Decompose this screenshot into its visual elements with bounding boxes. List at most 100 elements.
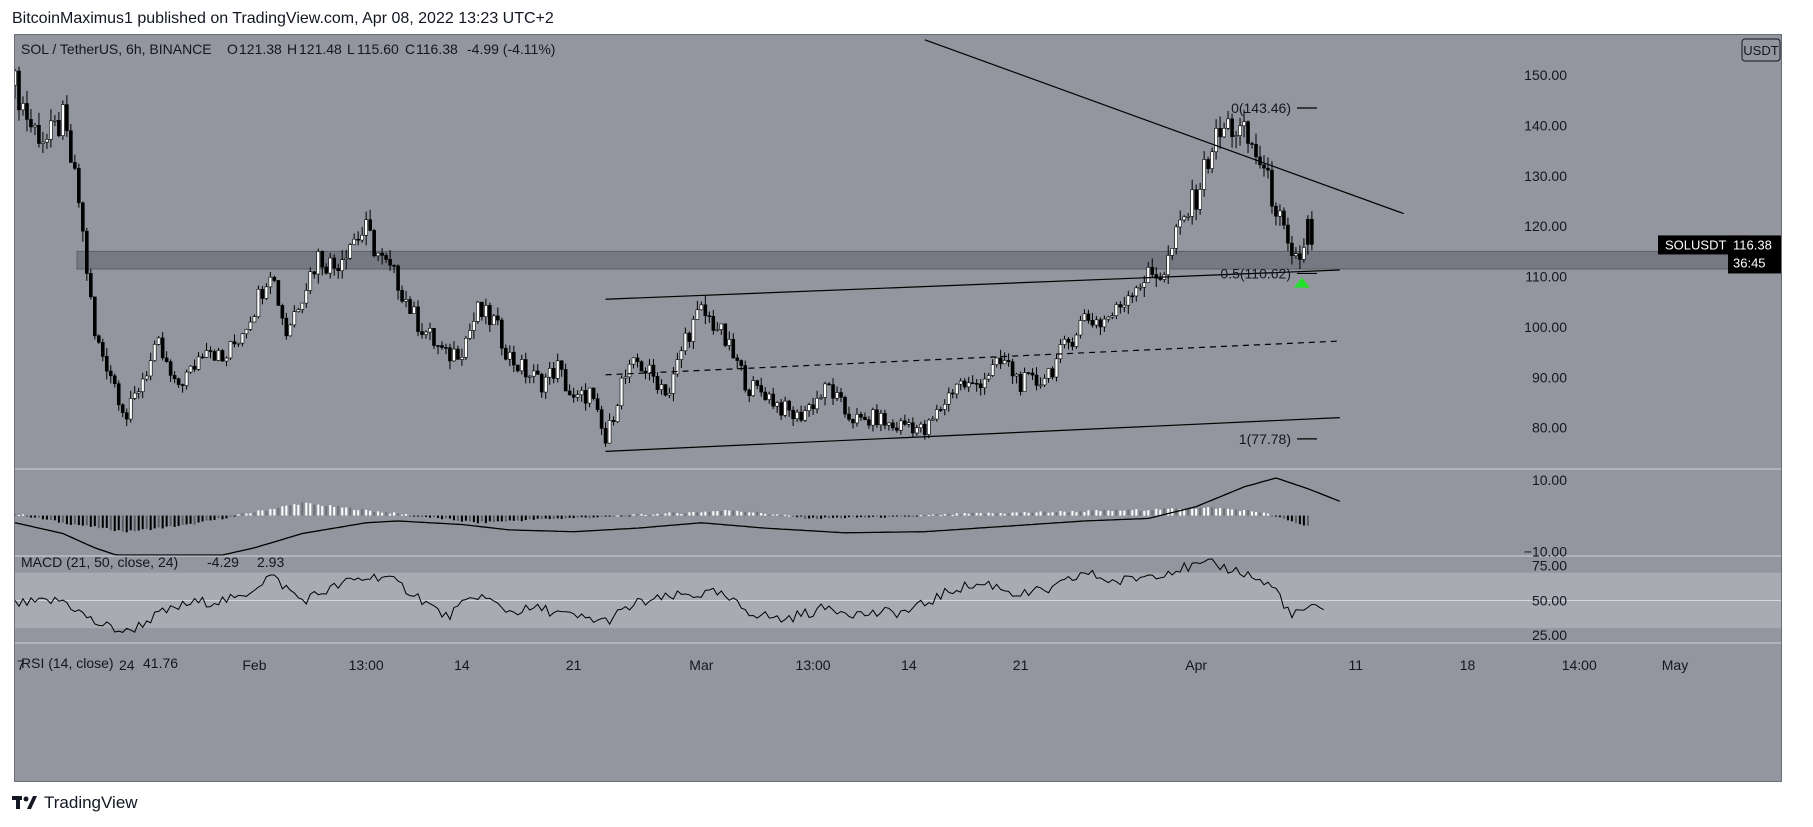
candle-body xyxy=(691,319,696,342)
candle-body xyxy=(867,419,871,426)
macd-histogram-bar xyxy=(1302,515,1305,526)
candle xyxy=(33,122,37,136)
macd-histogram-bar xyxy=(305,502,308,516)
macd-histogram-bar xyxy=(875,515,878,517)
candle-body xyxy=(986,375,991,380)
macd-histogram-bar xyxy=(784,514,787,516)
macd-histogram-bar xyxy=(883,515,886,518)
macd-histogram-bar xyxy=(17,515,20,517)
publisher-line: BitcoinMaximus1 published on TradingView… xyxy=(12,10,554,27)
candle-body xyxy=(308,271,313,291)
macd-histogram-bar xyxy=(959,514,962,516)
candle-body xyxy=(575,394,580,398)
macd-histogram-bar xyxy=(891,515,894,517)
macd-histogram-bar xyxy=(512,515,515,521)
candle xyxy=(81,201,85,242)
candle xyxy=(527,374,532,384)
candle xyxy=(583,383,588,411)
rsi-pane[interactable] xyxy=(15,558,1781,633)
price-label-price: 116.38 xyxy=(1733,237,1772,252)
candle xyxy=(799,405,803,423)
candle xyxy=(563,363,568,392)
macd-histogram-bar xyxy=(480,515,483,522)
candle xyxy=(1226,110,1230,131)
candle-body xyxy=(1090,320,1095,326)
candle xyxy=(815,390,819,414)
candle-body xyxy=(460,356,464,360)
macd-histogram-bar xyxy=(724,509,727,516)
candle-body xyxy=(707,315,712,317)
candle xyxy=(100,338,105,362)
macd-histogram-bar xyxy=(1266,513,1269,516)
macd-histogram-bar xyxy=(987,512,990,516)
candle xyxy=(895,421,899,433)
macd-histogram-bar xyxy=(836,515,839,518)
candle-body xyxy=(1186,216,1190,218)
price-axis-tick: 110.00 xyxy=(1525,269,1567,285)
candle-body xyxy=(1198,189,1202,210)
macd-histogram-bar xyxy=(245,513,248,516)
macd-histogram-bar xyxy=(1274,515,1277,517)
candle-body xyxy=(1138,286,1143,289)
macd-histogram-bar xyxy=(716,511,719,516)
macd-histogram-bar xyxy=(1075,512,1078,516)
candle xyxy=(1070,337,1075,351)
candle-body xyxy=(755,380,760,386)
candle xyxy=(476,301,480,324)
macd-histogram-bar xyxy=(1259,512,1261,516)
candle-body xyxy=(743,365,748,391)
macd-histogram-bar xyxy=(1255,511,1258,516)
chart-canvas[interactable]: 0(143.46) 0.5(110.62) 1(77.78) 150.00 140.0… xyxy=(15,35,1781,781)
candle-body xyxy=(324,266,329,274)
footer-brand[interactable]: TradingView xyxy=(12,793,138,813)
candle-body xyxy=(120,404,125,414)
price-pane[interactable]: 0(143.46) 0.5(110.62) 1(77.78) xyxy=(15,39,1781,452)
candle xyxy=(863,412,867,421)
candle xyxy=(340,250,345,279)
candle xyxy=(891,419,895,431)
candle xyxy=(1214,119,1218,160)
chart-frame[interactable]: 0(143.46) 0.5(110.62) 1(77.78) 150.00 140.0… xyxy=(14,34,1782,782)
candle-body xyxy=(515,364,520,372)
macd-histogram-bar xyxy=(89,515,92,527)
horizontal-support-zone xyxy=(76,250,1781,270)
candle xyxy=(647,359,652,381)
candle-body xyxy=(587,387,592,404)
candle xyxy=(272,275,277,283)
candle xyxy=(1050,366,1055,380)
candle xyxy=(958,378,963,391)
candle xyxy=(188,365,193,374)
macd-histogram-bar xyxy=(592,515,595,518)
candle-body xyxy=(531,370,536,377)
macd-histogram-bar xyxy=(377,511,380,516)
candle xyxy=(1250,141,1254,149)
candle-body xyxy=(1098,319,1103,328)
candle-body xyxy=(448,347,452,362)
candle-body xyxy=(17,70,21,111)
macd-histogram-bar xyxy=(1023,512,1026,516)
candle-body xyxy=(863,416,867,421)
macd-histogram-bar xyxy=(720,510,723,516)
candle-body xyxy=(348,244,352,259)
candle xyxy=(1234,130,1238,149)
macd-histogram-bar xyxy=(951,514,954,516)
macd-histogram-bar xyxy=(285,505,288,516)
candle-body xyxy=(1274,205,1278,217)
macd-histogram-bar xyxy=(109,515,112,531)
candle-body xyxy=(196,356,201,370)
candle xyxy=(380,248,384,265)
candle-body xyxy=(1074,334,1079,347)
macd-histogram-bar xyxy=(840,515,843,519)
candle xyxy=(1274,202,1278,226)
candle-body xyxy=(368,219,372,231)
candle xyxy=(1150,258,1155,278)
candle-body xyxy=(615,405,620,422)
candle xyxy=(543,373,548,399)
macd-histogram-bar xyxy=(217,515,220,519)
currency-badge[interactable]: USDT xyxy=(1741,38,1781,62)
macd-histogram-bar xyxy=(353,509,356,516)
candle xyxy=(1074,332,1079,349)
macd-pane[interactable] xyxy=(15,477,1341,556)
macd-histogram-bar xyxy=(576,515,579,518)
ohlc-readout: O 121.38 H 121.48 L 115.60 C 116.38 -4.9… xyxy=(227,41,555,57)
